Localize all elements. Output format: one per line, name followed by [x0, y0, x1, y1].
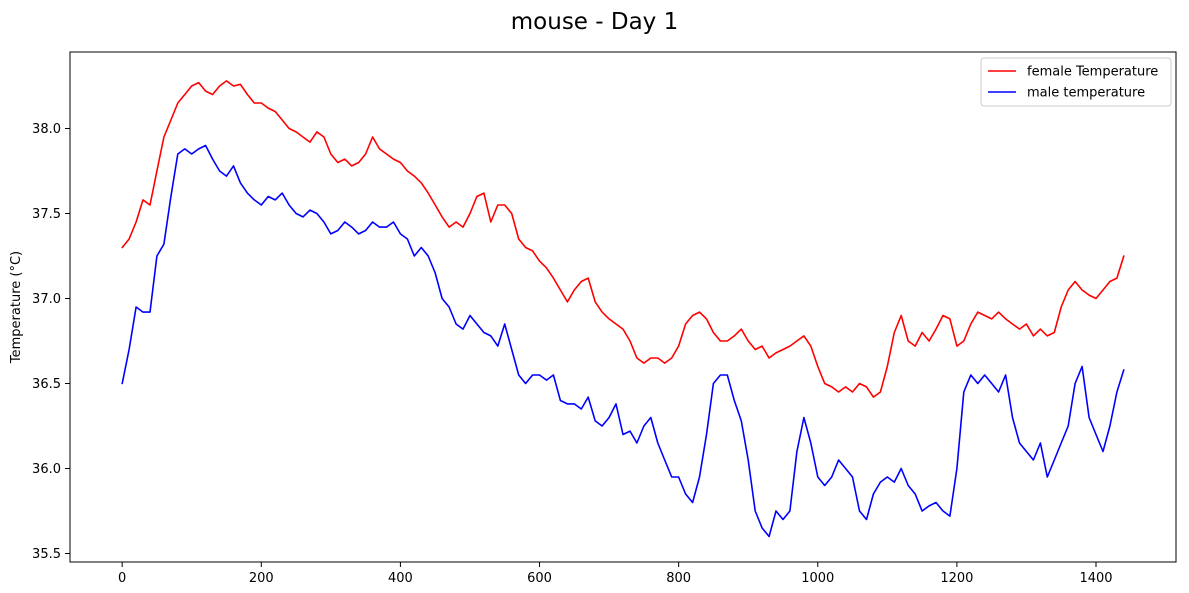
x-tick-label: 1400 — [1079, 571, 1112, 586]
y-tick-label: 36.0 — [32, 462, 61, 477]
x-axis: 0 200 400 600 800 1000 1200 1400 — [118, 562, 1113, 586]
y-axis-label: Temperature (°C) — [9, 251, 24, 364]
y-tick-label: 37.5 — [32, 207, 61, 222]
series-line-female — [121, 80, 1125, 398]
x-tick-label: 400 — [388, 571, 413, 586]
legend-box — [980, 57, 1172, 107]
legend: female Temperature male temperature — [980, 57, 1172, 107]
x-tick-label: 800 — [666, 571, 691, 586]
x-tick-label: 600 — [527, 571, 552, 586]
plot-area — [70, 52, 1176, 562]
series-line-male — [121, 144, 1125, 538]
chart-title: mouse - Day 1 — [511, 9, 678, 35]
series-lines — [121, 80, 1125, 538]
legend-label: female Temperature — [1027, 65, 1158, 80]
plot-frame — [69, 51, 1177, 563]
y-tick-label: 35.5 — [32, 547, 61, 562]
y-tick-label: 37.0 — [32, 292, 61, 307]
x-tick-label: 200 — [249, 571, 274, 586]
x-tick-label: 0 — [118, 571, 126, 586]
x-tick-label: 1200 — [940, 571, 973, 586]
y-tick-label: 36.5 — [32, 377, 61, 392]
x-tick-label: 1000 — [801, 571, 834, 586]
y-tick-label: 38.0 — [32, 122, 61, 137]
legend-label: male temperature — [1027, 86, 1145, 101]
y-axis: 35.5 36.0 36.5 37.0 37.5 38.0 — [32, 122, 70, 562]
